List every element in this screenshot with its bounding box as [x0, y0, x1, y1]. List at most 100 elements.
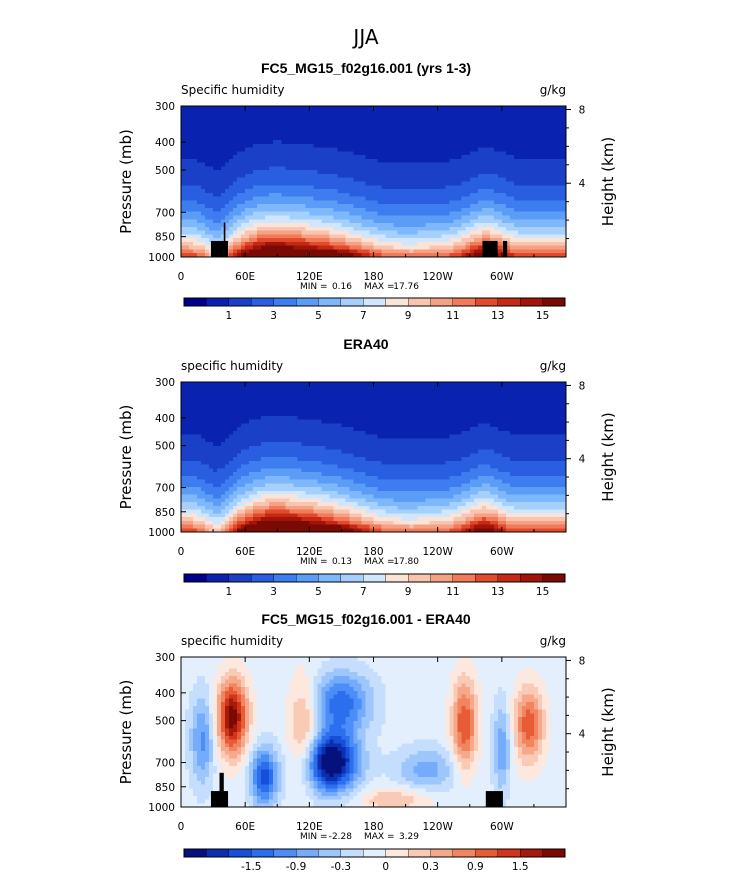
heatmap-cell	[313, 162, 318, 168]
heatmap-cell	[497, 106, 503, 111]
heatmap-cell	[489, 162, 495, 168]
heatmap-cell	[385, 253, 391, 258]
heatmap-cell	[265, 113, 270, 118]
heatmap-cell	[321, 106, 326, 111]
heatmap-cell	[545, 170, 551, 175]
heatmap-cell	[229, 385, 234, 391]
heatmap-cell	[333, 226, 339, 232]
heatmap-cell	[365, 415, 371, 421]
heatmap-cell	[453, 113, 459, 118]
heatmap-cell	[513, 136, 519, 141]
heatmap-cell	[433, 132, 439, 137]
heatmap-cell	[357, 117, 363, 122]
heatmap-cell	[273, 147, 278, 152]
heatmap-cell	[185, 393, 190, 398]
heatmap-cell	[549, 132, 555, 137]
heatmap-cell	[321, 408, 326, 413]
heatmap-cell	[317, 207, 322, 213]
heatmap-cell	[361, 249, 367, 254]
heatmap-cell	[197, 132, 202, 137]
heatmap-cell	[265, 230, 270, 235]
heatmap-cell	[517, 245, 523, 251]
heatmap-cell	[417, 136, 423, 141]
heatmap-cell	[373, 200, 379, 205]
heatmap-cell	[493, 155, 499, 160]
heatmap-cell	[457, 385, 463, 391]
heatmap-cell	[189, 412, 194, 417]
heatmap-cell	[185, 408, 190, 413]
heatmap-cell	[281, 106, 286, 111]
heatmap-cell	[441, 109, 447, 115]
heatmap-cell	[537, 139, 543, 145]
heatmap-cell	[437, 415, 443, 421]
heatmap-cell	[377, 166, 383, 171]
heatmap-cell	[321, 136, 326, 141]
heatmap-cell	[393, 238, 399, 243]
heatmap-cell	[389, 166, 395, 171]
heatmap-cell	[285, 139, 290, 145]
heatmap-cell	[541, 177, 547, 183]
heatmap-cell	[481, 196, 487, 201]
heatmap-cell	[501, 207, 507, 213]
heatmap-cell	[281, 139, 286, 145]
heatmap-cell	[421, 249, 427, 254]
heatmap-cell	[493, 223, 499, 228]
heatmap-cell	[345, 207, 351, 213]
heatmap-cell	[349, 404, 355, 409]
heatmap-cell	[241, 143, 246, 149]
heatmap-cell	[253, 117, 258, 122]
heatmap-cell	[417, 162, 423, 168]
heatmap-cell	[301, 109, 306, 115]
heatmap-cell	[525, 245, 531, 251]
heatmap-cell	[409, 249, 415, 254]
heatmap-cell	[521, 241, 527, 247]
heatmap-cell	[209, 139, 214, 145]
heatmap-cell	[357, 419, 363, 424]
heatmap-cell	[481, 223, 487, 228]
heatmap-cell	[521, 393, 527, 398]
heatmap-cell	[489, 215, 495, 220]
heatmap-cell	[353, 162, 359, 168]
heatmap-cell	[241, 121, 246, 126]
heatmap-cell	[561, 238, 567, 243]
heatmap-cell	[477, 408, 483, 413]
heatmap-cell	[529, 136, 535, 141]
heatmap-cell	[397, 170, 403, 175]
heatmap-cell	[217, 155, 222, 160]
heatmap-cell	[465, 397, 471, 402]
heatmap-cell	[481, 136, 487, 141]
heatmap-cell	[413, 121, 419, 126]
heatmap-cell	[197, 173, 202, 179]
heatmap-cell	[501, 219, 507, 224]
heatmap-cell	[545, 207, 551, 213]
heatmap-cell	[525, 382, 531, 387]
heatmap-cell	[493, 109, 499, 115]
heatmap-cell	[345, 241, 351, 247]
heatmap-cell	[533, 234, 539, 239]
heatmap-cell	[545, 389, 551, 394]
heatmap-cell	[185, 173, 190, 179]
heatmap-cell	[465, 117, 471, 122]
heatmap-cell	[513, 189, 519, 194]
heatmap-cell	[513, 162, 519, 168]
heatmap-cell	[193, 192, 198, 198]
heatmap-cell	[345, 230, 351, 235]
heatmap-cell	[293, 158, 298, 164]
heatmap-cell	[529, 106, 535, 111]
heatmap-cell	[533, 185, 539, 190]
heatmap-cell	[497, 113, 503, 118]
heatmap-cell	[341, 181, 347, 186]
heatmap-cell	[233, 136, 238, 141]
heatmap-cell	[545, 204, 551, 209]
heatmap-cell	[325, 389, 330, 394]
heatmap-cell	[313, 173, 318, 179]
heatmap-cell	[261, 200, 266, 205]
heatmap-cell	[245, 223, 250, 228]
heatmap-cell	[541, 128, 547, 134]
heatmap-cell	[389, 419, 395, 424]
heatmap-cell	[189, 230, 194, 235]
heatmap-cell	[245, 124, 250, 130]
heatmap-cell	[513, 253, 519, 258]
heatmap-cell	[517, 162, 523, 168]
heatmap-cell	[229, 215, 234, 220]
